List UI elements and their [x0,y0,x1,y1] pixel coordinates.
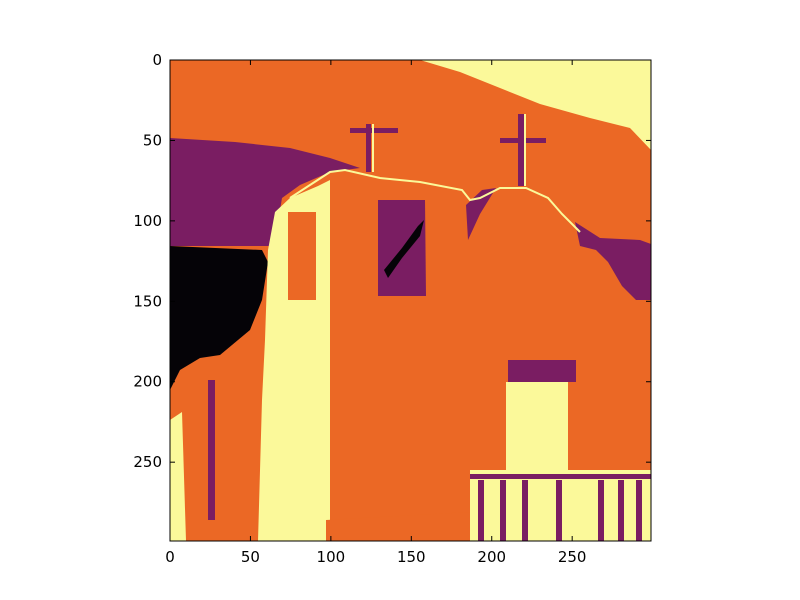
x-tick-label: 150 [397,548,426,566]
region-shadow-purple-mid [466,188,496,240]
region-door-light [506,382,568,478]
region-shadow-purple-right [575,222,651,300]
y-tick-label: 150 [133,292,162,310]
region-window-dark-streak [384,220,424,278]
region-floor-orange [326,512,470,541]
region-shadow-purple [170,138,360,246]
roof-edge-highlight [289,168,581,233]
region-door-top [508,360,576,382]
x-axis: 0 50 100 150 200 250 [165,60,586,566]
region-tower-window [288,212,316,300]
region-black [170,246,268,390]
x-tick-label: 250 [558,548,587,566]
heatmap-image [170,60,651,541]
y-tick-label: 250 [133,453,162,471]
y-tick-label: 200 [133,373,162,391]
x-tick-label: 0 [165,548,175,566]
cross-right [500,114,546,186]
x-tick-label: 50 [241,548,260,566]
y-tick-label: 50 [143,131,162,149]
axes-frame [169,59,652,542]
region-streak-purple [208,380,215,520]
y-tick-label: 0 [152,51,162,69]
fence-posts [470,474,651,541]
x-tick-label: 200 [477,548,506,566]
y-tick-label: 100 [133,212,162,230]
x-tick-label: 100 [317,548,346,566]
region-light-floor-left [170,412,186,541]
region-sky-light [420,60,651,150]
cross-left [350,124,398,172]
y-axis: 0 50 100 150 200 250 [133,51,651,471]
